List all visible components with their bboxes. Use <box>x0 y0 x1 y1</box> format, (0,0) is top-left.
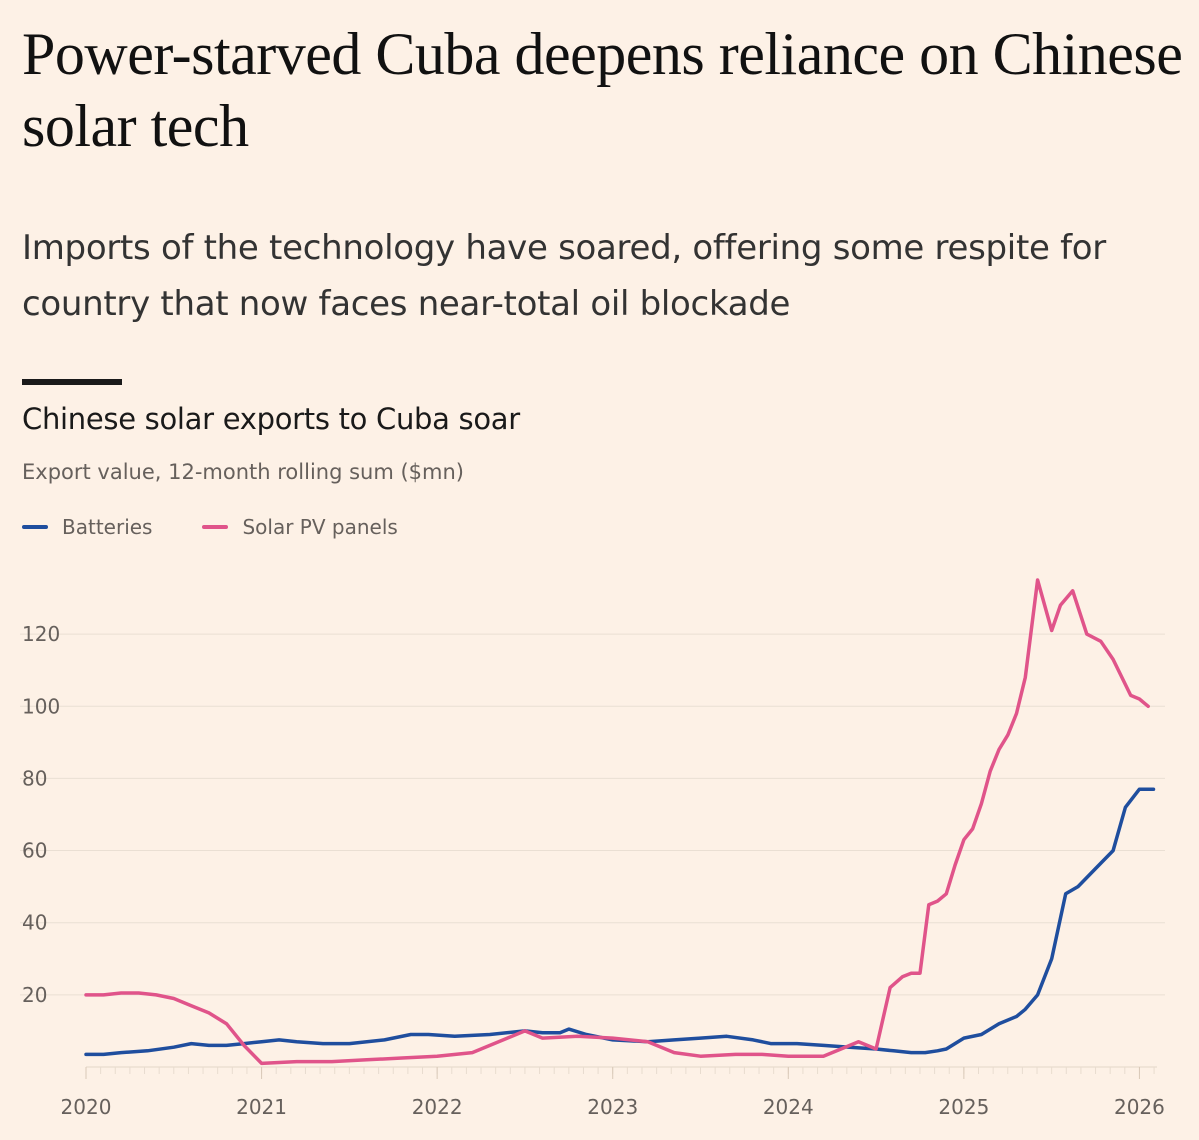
x-tick-label-2025: 2025 <box>938 1095 989 1119</box>
series-line-batteries <box>84 787 1156 1057</box>
legend-swatch-solar <box>202 525 229 529</box>
y-tick-label-100: 100 <box>22 694 60 718</box>
x-tick-label-2024: 2024 <box>763 1095 814 1119</box>
headline: Power-starved Cuba deepens reliance on C… <box>22 21 1183 159</box>
x-tick-label-2026: 2026 <box>1114 1095 1165 1119</box>
x-tick-label-2020: 2020 <box>61 1095 112 1119</box>
y-tick-label-120: 120 <box>22 622 60 646</box>
section-rule <box>22 379 122 385</box>
y-tick-label-40: 40 <box>22 911 47 935</box>
x-tick-label-2023: 2023 <box>587 1095 638 1119</box>
series-line-solar <box>84 578 1150 1066</box>
standfirst: Imports of the technology have soared, o… <box>22 228 1106 324</box>
legend-item-batteries: Batteries <box>22 515 152 539</box>
chart-subtitle: Export value, 12-month rolling sum ($mn) <box>22 460 464 484</box>
chart-legend: Batteries Solar PV panels <box>22 514 448 540</box>
chart-title: Chinese solar exports to Cuba soar <box>22 402 520 436</box>
y-tick-label-80: 80 <box>22 766 47 790</box>
legend-item-solar: Solar PV panels <box>202 515 398 539</box>
x-tick-label-2021: 2021 <box>236 1095 287 1119</box>
y-tick-label-20: 20 <box>22 983 47 1007</box>
legend-label-solar: Solar PV panels <box>242 515 398 539</box>
legend-swatch-batteries <box>22 525 48 529</box>
y-tick-label-60: 60 <box>22 839 47 863</box>
x-tick-label-2022: 2022 <box>412 1095 463 1119</box>
legend-label-batteries: Batteries <box>62 515 153 539</box>
